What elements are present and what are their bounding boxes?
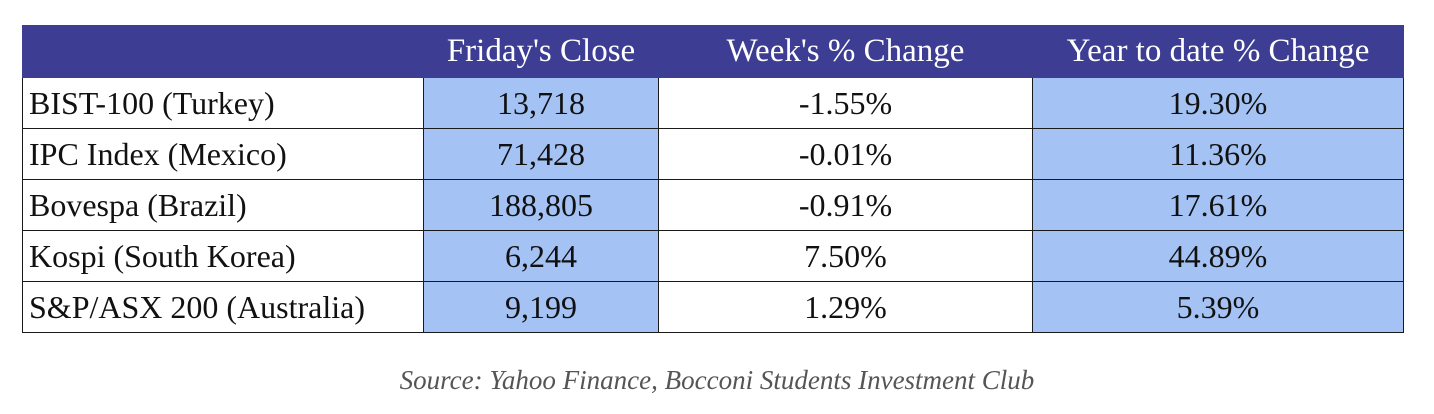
table-row: S&P/ASX 200 (Australia) 9,199 1.29% 5.39… (22, 281, 1404, 333)
weeks-change-value: 1.29% (658, 281, 1033, 333)
market-table: Friday's Close Week's % Change Year to d… (22, 25, 1404, 333)
weeks-change-value: -0.01% (658, 128, 1033, 180)
index-name: IPC Index (Mexico) (22, 128, 424, 180)
ytd-change-value: 19.30% (1032, 77, 1404, 129)
index-name: Bovespa (Brazil) (22, 179, 424, 231)
weeks-change-value: -1.55% (658, 77, 1033, 129)
weeks-change-value: -0.91% (658, 179, 1033, 231)
table-row: IPC Index (Mexico) 71,428 -0.01% 11.36% (22, 128, 1404, 180)
ytd-change-value: 5.39% (1032, 281, 1404, 333)
index-name: Kospi (South Korea) (22, 230, 424, 282)
header-index (22, 25, 424, 78)
table-row: Bovespa (Brazil) 188,805 -0.91% 17.61% (22, 179, 1404, 231)
ytd-change-value: 44.89% (1032, 230, 1404, 282)
header-weeks-change: Week's % Change (658, 25, 1033, 78)
weeks-change-value: 7.50% (658, 230, 1033, 282)
market-table-container: Friday's Close Week's % Change Year to d… (22, 25, 1404, 333)
header-fridays-close: Friday's Close (423, 25, 659, 78)
fridays-close-value: 13,718 (423, 77, 659, 129)
fridays-close-value: 6,244 (423, 230, 659, 282)
ytd-change-value: 17.61% (1032, 179, 1404, 231)
table-row: BIST-100 (Turkey) 13,718 -1.55% 19.30% (22, 77, 1404, 129)
table-header-row: Friday's Close Week's % Change Year to d… (22, 25, 1404, 78)
ytd-change-value: 11.36% (1032, 128, 1404, 180)
fridays-close-value: 71,428 (423, 128, 659, 180)
table-row: Kospi (South Korea) 6,244 7.50% 44.89% (22, 230, 1404, 282)
index-name: BIST-100 (Turkey) (22, 77, 424, 129)
index-name: S&P/ASX 200 (Australia) (22, 281, 424, 333)
fridays-close-value: 188,805 (423, 179, 659, 231)
header-ytd-change: Year to date % Change (1032, 25, 1404, 78)
source-caption: Source: Yahoo Finance, Bocconi Students … (399, 365, 1035, 395)
fridays-close-value: 9,199 (423, 281, 659, 333)
